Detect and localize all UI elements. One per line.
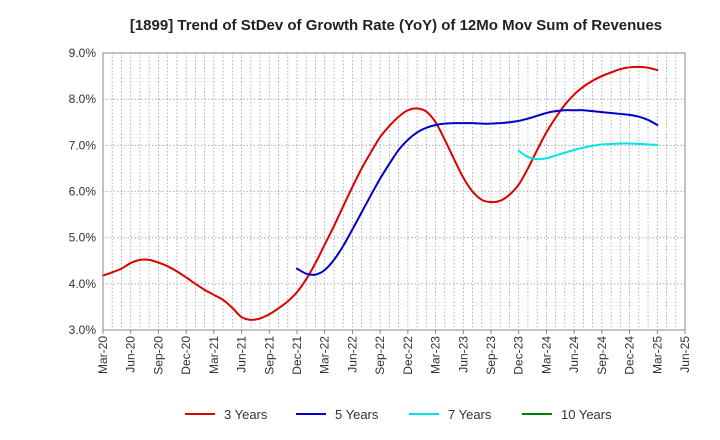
x-tick-label: Mar-22 bbox=[318, 336, 332, 374]
legend-label: 7 Years bbox=[448, 407, 492, 422]
series-line-7-years bbox=[517, 142, 659, 161]
y-tick-label: 8.0% bbox=[69, 92, 97, 106]
x-tick-label: Jun-24 bbox=[567, 336, 581, 373]
legend-label: 10 Years bbox=[561, 407, 612, 422]
chart-title: [1899] Trend of StDev of Growth Rate (Yo… bbox=[130, 17, 662, 34]
x-tick-label: Sep-24 bbox=[595, 336, 609, 375]
x-tick-label: Dec-20 bbox=[179, 336, 193, 375]
x-tick-label: Jun-22 bbox=[345, 336, 359, 373]
legend: 3 Years 5 Years 7 Years 10 Years bbox=[185, 407, 612, 422]
y-tick-label: 3.0% bbox=[69, 323, 97, 337]
series-line-5-years bbox=[296, 109, 659, 276]
x-tick-label: Sep-23 bbox=[484, 336, 498, 375]
x-tick-label: Mar-23 bbox=[429, 336, 443, 374]
y-axis: 3.0% 4.0% 5.0% 6.0% 7.0% 8.0% 9.0% bbox=[69, 46, 97, 337]
y-tick-label: 4.0% bbox=[69, 277, 97, 291]
y-tick-label: 9.0% bbox=[69, 46, 97, 60]
x-tick-label: Jun-25 bbox=[678, 336, 692, 373]
x-tick-label: Jun-21 bbox=[235, 336, 249, 373]
x-tick-label: Sep-22 bbox=[373, 336, 387, 375]
x-tick-label: Jun-23 bbox=[456, 336, 470, 373]
x-axis: Mar-20 Jun-20 Sep-20 Dec-20 Mar-21 Jun-21 Sep-… bbox=[96, 330, 692, 375]
x-tick-label: Mar-25 bbox=[650, 336, 664, 374]
grid bbox=[103, 53, 685, 330]
x-tick-label: Mar-24 bbox=[539, 336, 553, 374]
x-tick-label: Mar-20 bbox=[96, 336, 110, 374]
legend-label: 3 Years bbox=[224, 407, 268, 422]
x-tick-label: Dec-21 bbox=[290, 336, 304, 375]
legend-label: 5 Years bbox=[335, 407, 379, 422]
plot-frame bbox=[102, 52, 686, 331]
series-line-3-years bbox=[102, 65, 659, 321]
series-lines bbox=[102, 65, 659, 321]
x-tick-label: Mar-21 bbox=[207, 336, 221, 374]
x-tick-label: Sep-20 bbox=[151, 336, 165, 375]
y-tick-label: 7.0% bbox=[69, 138, 97, 152]
y-tick-label: 6.0% bbox=[69, 185, 97, 199]
x-tick-label: Jun-20 bbox=[124, 336, 138, 373]
y-tick-label: 5.0% bbox=[69, 231, 97, 245]
x-tick-label: Dec-22 bbox=[401, 336, 415, 375]
x-tick-label: Dec-24 bbox=[623, 336, 637, 375]
x-tick-label: Dec-23 bbox=[512, 336, 526, 375]
x-tick-label: Sep-21 bbox=[262, 336, 276, 375]
